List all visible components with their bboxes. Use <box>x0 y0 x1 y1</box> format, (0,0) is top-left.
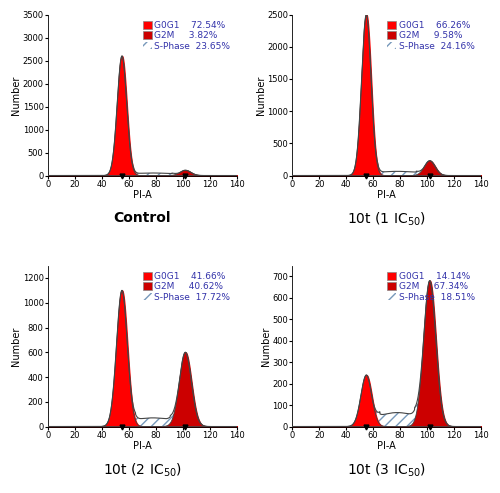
Legend: G0G1    14.14%, G2M     67.34%, S-Phase  18.51%: G0G1 14.14%, G2M 67.34%, S-Phase 18.51% <box>385 270 476 304</box>
Text: 10t (2 IC$_{50}$): 10t (2 IC$_{50}$) <box>102 462 182 479</box>
Text: 10t (3 IC$_{50}$): 10t (3 IC$_{50}$) <box>347 462 426 479</box>
X-axis label: PI-A: PI-A <box>377 441 396 451</box>
X-axis label: PI-A: PI-A <box>133 190 152 200</box>
Text: Control: Control <box>114 211 171 225</box>
Y-axis label: Number: Number <box>260 326 270 366</box>
Legend: G0G1    72.54%, G2M     3.82%, S-Phase  23.65%: G0G1 72.54%, G2M 3.82%, S-Phase 23.65% <box>141 19 232 52</box>
Y-axis label: Number: Number <box>256 75 266 115</box>
X-axis label: PI-A: PI-A <box>133 441 152 451</box>
Y-axis label: Number: Number <box>11 326 21 366</box>
X-axis label: PI-A: PI-A <box>377 190 396 200</box>
Legend: G0G1    66.26%, G2M     9.58%, S-Phase  24.16%: G0G1 66.26%, G2M 9.58%, S-Phase 24.16% <box>386 19 476 52</box>
Text: 10t (1 IC$_{50}$): 10t (1 IC$_{50}$) <box>347 211 426 228</box>
Legend: G0G1    41.66%, G2M     40.62%, S-Phase  17.72%: G0G1 41.66%, G2M 40.62%, S-Phase 17.72% <box>141 270 232 304</box>
Y-axis label: Number: Number <box>11 75 21 115</box>
